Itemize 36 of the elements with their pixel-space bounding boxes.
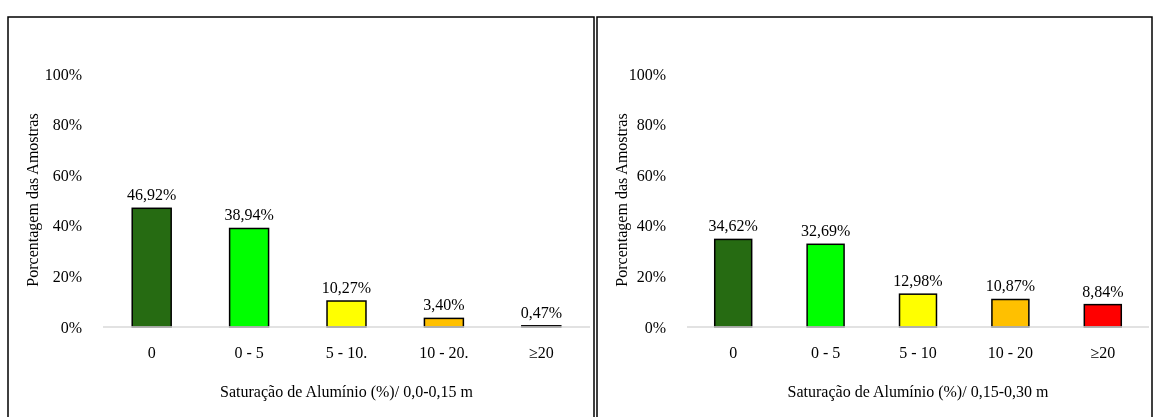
- data-label: 3,40%: [423, 296, 465, 314]
- x-tick-label: 0: [729, 344, 738, 361]
- y-tick-label: 40%: [52, 217, 82, 235]
- data-label: 12,98%: [893, 272, 943, 290]
- x-tick-label: 5 - 10.: [325, 344, 368, 361]
- data-label: 10,87%: [985, 277, 1036, 295]
- y-tick-label: 40%: [636, 217, 666, 235]
- data-label: 34,62%: [708, 217, 758, 235]
- data-label: 38,94%: [224, 206, 274, 224]
- x-tick-label: 0 - 5: [234, 344, 264, 361]
- x-tick-label: 0 - 5: [810, 344, 841, 361]
- y-tick-label: 60%: [636, 166, 666, 184]
- x-tick-label: 5 - 10: [899, 344, 937, 361]
- y-axis-title: Porcentagem das Amostras: [24, 113, 42, 287]
- x-tick-label: ≥20: [528, 344, 554, 361]
- y-tick-label: 20%: [52, 268, 82, 285]
- y-tick-label: 60%: [52, 166, 82, 184]
- data-label: 32,69%: [800, 222, 851, 240]
- y-tick-label: 0%: [644, 318, 666, 336]
- y-tick-label: 80%: [52, 116, 82, 134]
- y-axis-title: Porcentagem das Amostras: [613, 113, 631, 287]
- x-tick-label: 10 - 20: [987, 344, 1034, 361]
- data-label: 10,27%: [321, 279, 372, 297]
- y-tick-label: 0%: [60, 318, 82, 336]
- x-axis-title: Saturação de Alumínio (%)/ 0,0-0,15 m: [220, 383, 474, 401]
- x-tick-label: 10 - 20.: [419, 344, 469, 361]
- y-tick-label: 100%: [44, 65, 82, 83]
- data-label: 8,84%: [1082, 282, 1124, 300]
- y-tick-label: 100%: [628, 65, 666, 83]
- data-label: 0,47%: [520, 303, 562, 321]
- x-tick-label: ≥20: [1090, 344, 1116, 361]
- x-axis-title: Saturação de Alumínio (%)/ 0,15-0,30 m: [787, 383, 1049, 401]
- y-tick-label: 80%: [636, 116, 666, 134]
- x-tick-label: 0: [147, 344, 156, 361]
- y-tick-label: 20%: [636, 268, 666, 285]
- data-label: 46,92%: [127, 186, 177, 204]
